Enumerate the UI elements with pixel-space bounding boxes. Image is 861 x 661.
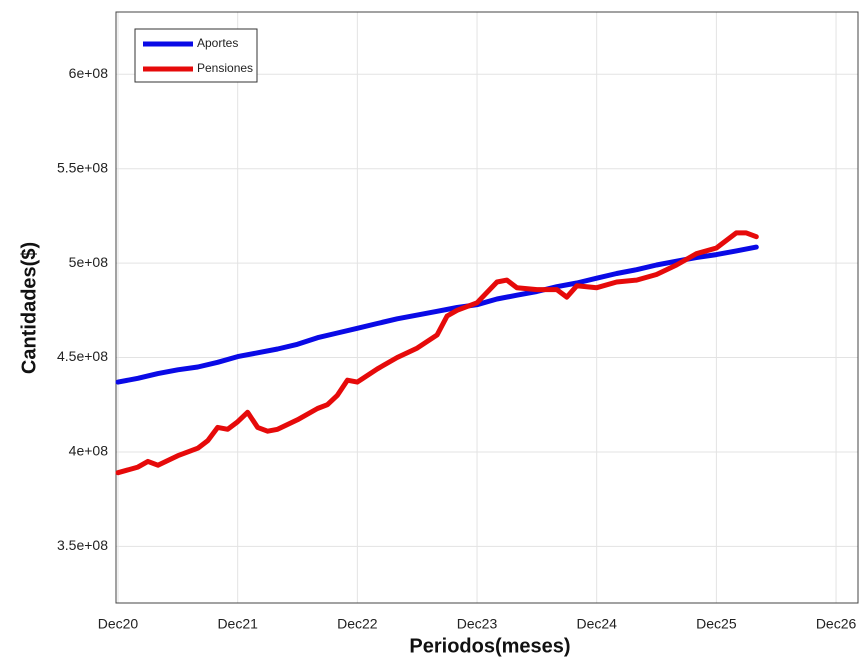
x-tick-label: Dec21 <box>217 616 258 632</box>
x-tick-label: Dec25 <box>696 616 737 632</box>
y-tick-label: 4.5e+08 <box>57 348 108 364</box>
x-tick-label: Dec24 <box>576 616 617 632</box>
legend-box <box>134 28 258 83</box>
x-tick-label: Dec23 <box>457 616 498 632</box>
y-tick-label: 6e+08 <box>69 65 109 81</box>
y-tick-label: 4e+08 <box>69 443 109 459</box>
x-axis-title: Periodos(meses) <box>409 635 570 657</box>
series-line <box>115 244 759 385</box>
y-tick-label: 5e+08 <box>69 254 109 270</box>
x-tick-label: Dec20 <box>98 616 139 632</box>
y-tick-label: 5.5e+08 <box>57 159 108 175</box>
series-line <box>115 230 759 476</box>
y-axis-title: Cantidades($) <box>18 242 40 374</box>
x-tick-label: Dec22 <box>337 616 378 632</box>
legend-label: Pensiones <box>197 61 253 75</box>
legend-label: Aportes <box>197 36 238 50</box>
x-tick-label: Dec26 <box>816 616 857 632</box>
y-tick-label: 3.5e+08 <box>57 537 108 553</box>
plot-frame <box>115 11 859 604</box>
